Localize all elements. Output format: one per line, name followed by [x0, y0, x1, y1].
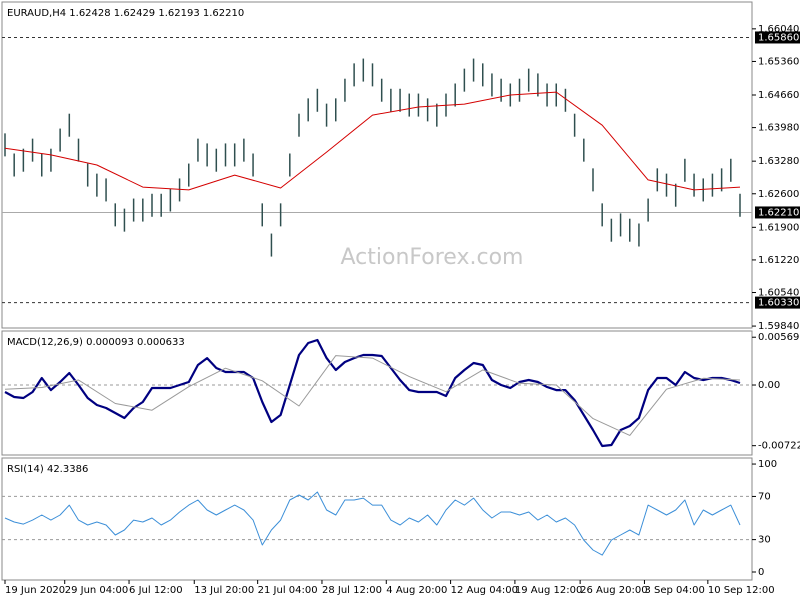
level-label: 1.65860: [758, 32, 799, 43]
y-tick-label: 100: [758, 459, 777, 470]
x-tick-label: 12 Aug 04:00: [451, 585, 518, 596]
panel-title: EURAUD,H4 1.62428 1.62429 1.62193 1.6221…: [7, 8, 244, 19]
y-tick-label: 1.63980: [758, 123, 799, 134]
panel: [1, 457, 753, 581]
level-box: [755, 296, 800, 309]
panel-title: MACD(12,26,9) 0.000093 0.000633: [7, 337, 185, 348]
y-tick-label: 1.60540: [758, 288, 799, 299]
y-tick-label: -0.00722: [758, 441, 800, 452]
y-tick-label: 1.61220: [758, 255, 799, 266]
panel: [1, 330, 753, 456]
y-tick-label: 1.61900: [758, 222, 799, 233]
y-tick-label: 1.59840: [758, 321, 799, 332]
panel-title: RSI(14) 42.3386: [7, 464, 88, 475]
x-tick-label: 6 Jul 12:00: [129, 585, 183, 596]
x-tick-label: 13 Jul 20:00: [194, 585, 254, 596]
x-tick-label: 19 Aug 12:00: [515, 585, 582, 596]
watermark: ActionForex.com: [341, 245, 524, 270]
y-tick-label: 0.00569: [758, 332, 799, 343]
current-price-label: 1.62210: [758, 207, 799, 218]
y-tick-label: 1.63280: [758, 156, 799, 167]
x-tick-label: 26 Aug 20:00: [580, 585, 647, 596]
y-tick-label: 70: [758, 491, 771, 502]
x-tick-label: 19 Jun 2020: [5, 585, 65, 596]
x-tick-label: 21 Jul 04:00: [258, 585, 318, 596]
series-line: [4, 338, 741, 448]
series-line: [4, 491, 741, 556]
x-tick-label: 28 Jul 12:00: [322, 585, 382, 596]
x-tick-label: 29 Jun 04:00: [65, 585, 129, 596]
current-price-box: [755, 206, 800, 219]
x-tick-label: 4 Aug 20:00: [386, 585, 447, 596]
level-box: [755, 31, 800, 44]
x-tick-label: 10 Sep 12:00: [708, 585, 775, 596]
y-tick-label: 1.62600: [758, 189, 799, 200]
panel: [1, 1, 753, 329]
series-line: [4, 355, 741, 436]
y-tick-label: 1.66040: [758, 24, 799, 35]
y-tick-label: 0: [758, 567, 764, 578]
y-tick-label: 30: [758, 535, 771, 546]
y-tick-label: 0.00: [758, 380, 780, 391]
series-line: [4, 91, 741, 191]
y-tick-label: 1.65360: [758, 56, 799, 67]
x-tick-label: 3 Sep 04:00: [644, 585, 704, 596]
y-tick-label: 1.64660: [758, 90, 799, 101]
level-label: 1.60330: [758, 298, 799, 309]
